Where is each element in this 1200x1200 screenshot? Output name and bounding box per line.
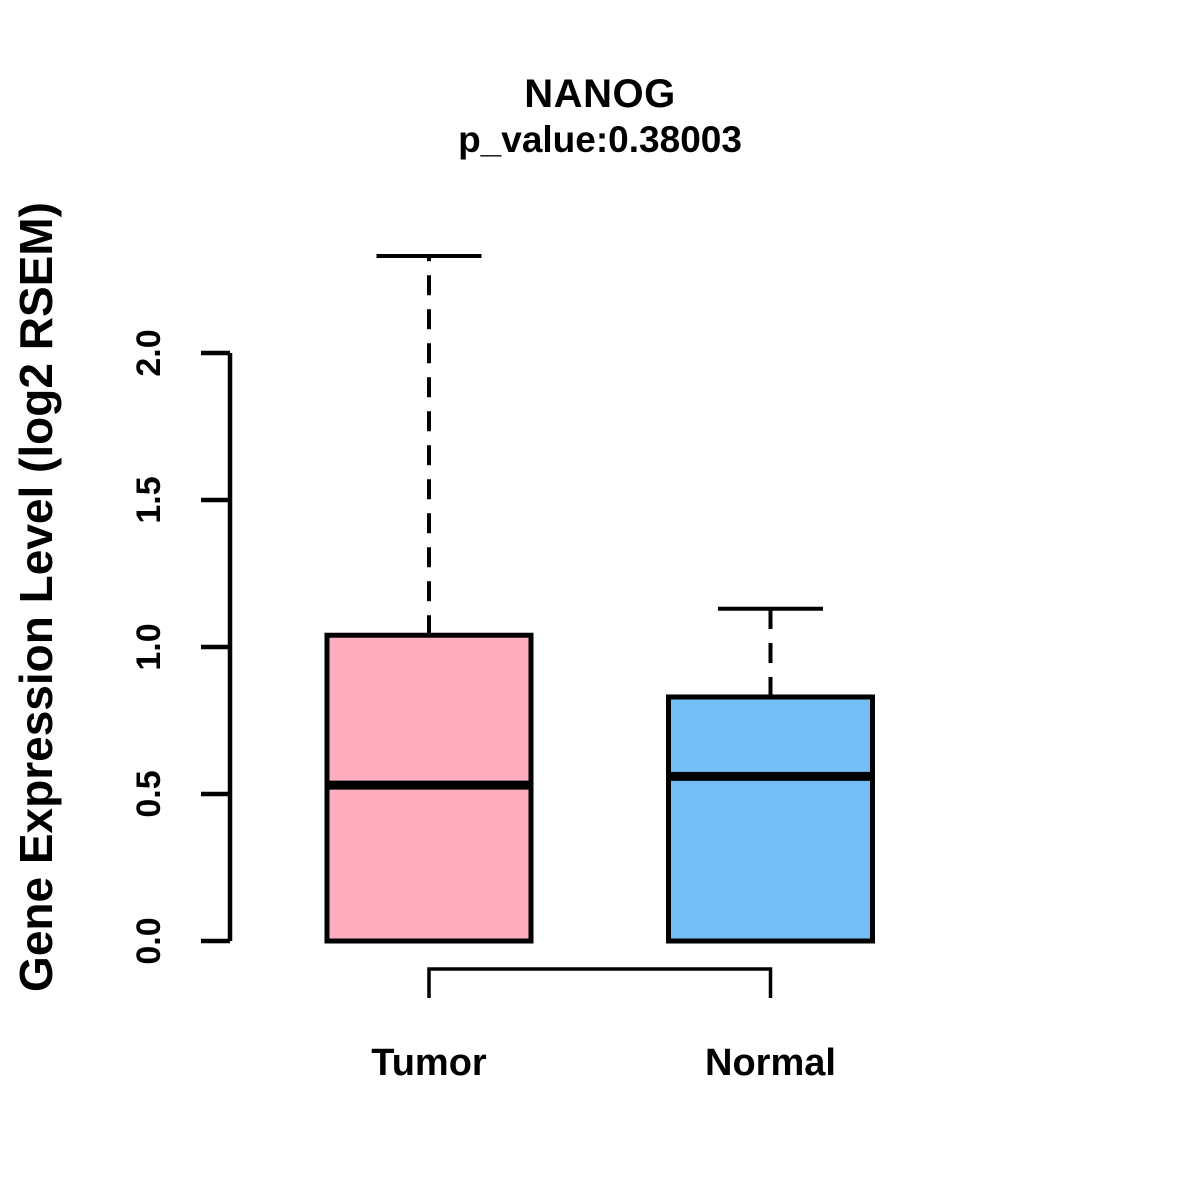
y-tick-label: 1.5 xyxy=(130,476,168,523)
y-tick-label: 0.0 xyxy=(130,917,168,964)
x-category-label-normal: Normal xyxy=(705,1042,836,1084)
comparison-bracket xyxy=(427,967,773,998)
chart-subtitle: p_value:0.38003 xyxy=(458,119,742,160)
y-tick-label: 0.5 xyxy=(130,770,168,817)
y-tick-label: 2.0 xyxy=(130,329,168,376)
box-normal xyxy=(666,694,875,944)
y-tick-label: 1.0 xyxy=(130,623,168,670)
chart-title: NANOG xyxy=(524,72,676,116)
x-category-label-tumor: Tumor xyxy=(371,1042,487,1084)
